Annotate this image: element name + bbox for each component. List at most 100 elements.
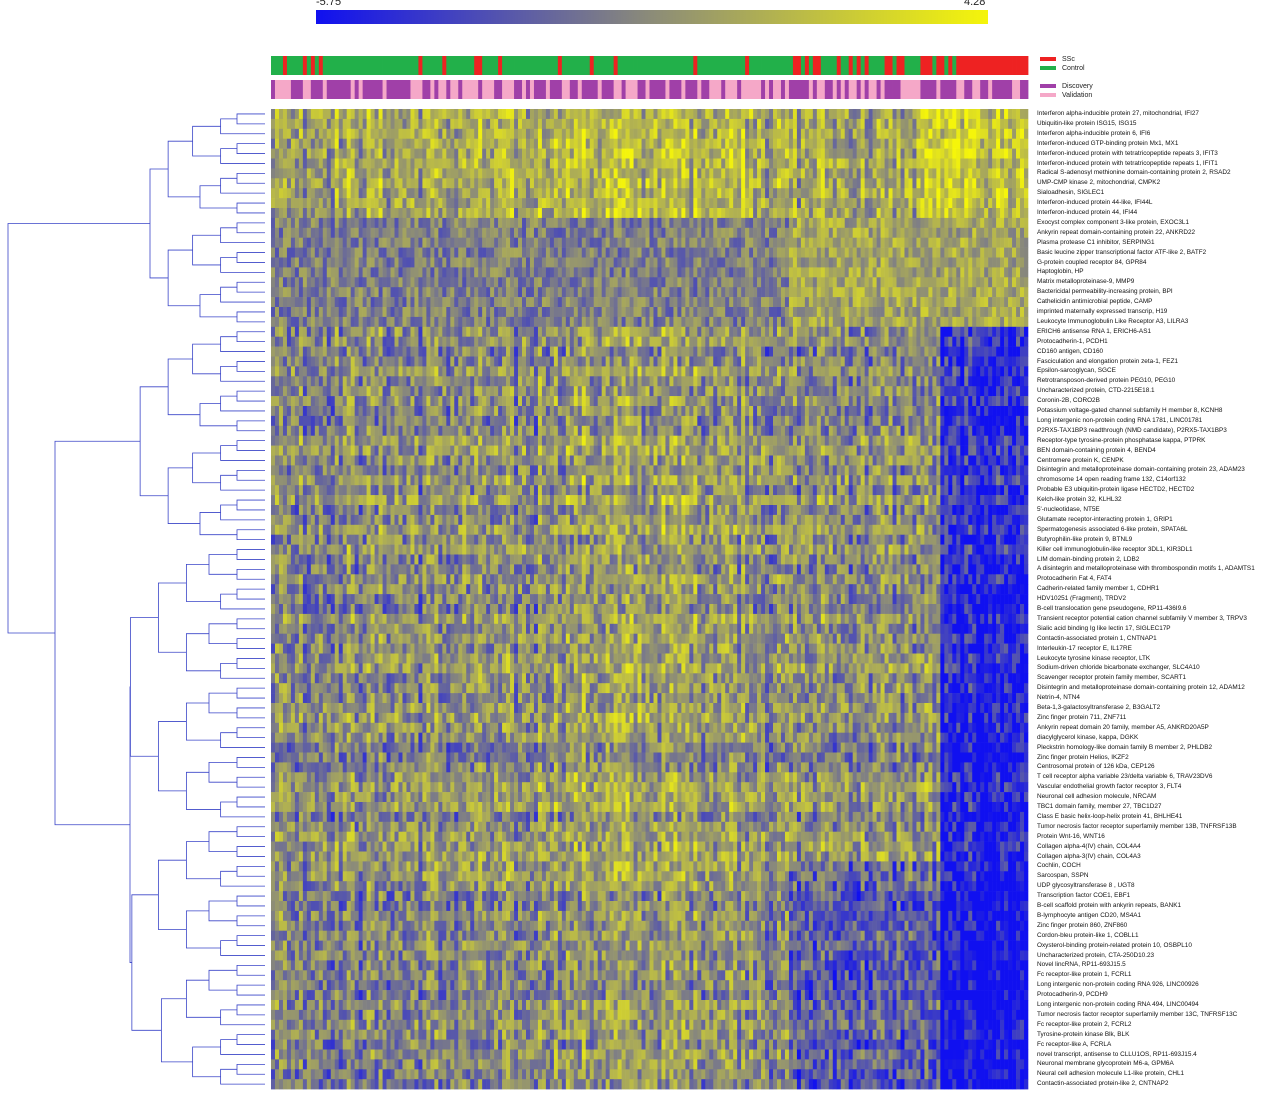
heatmap-cell — [578, 119, 582, 129]
heatmap-cell — [940, 208, 944, 218]
heatmap-cell — [522, 129, 526, 139]
heatmap-cell — [721, 287, 725, 297]
track-group-cell — [375, 56, 379, 75]
heatmap-cell — [466, 287, 470, 297]
heatmap-cell — [602, 238, 606, 248]
heatmap-cell — [948, 267, 952, 277]
heatmap-cell — [960, 139, 964, 149]
track-group-cell — [669, 56, 673, 75]
heatmap-cell — [1000, 287, 1004, 297]
heatmap-cell — [964, 287, 968, 297]
track-group-cell — [869, 56, 873, 75]
heatmap-cell — [745, 307, 749, 317]
heatmap-cell — [582, 119, 586, 129]
heatmap-cell — [406, 258, 410, 268]
heatmap-cell — [956, 267, 960, 277]
heatmap-cell — [685, 238, 689, 248]
track-cohort-cell — [1020, 80, 1024, 99]
heatmap-cell — [594, 218, 598, 228]
heatmap-cell — [410, 317, 414, 327]
heatmap-cell — [673, 109, 677, 119]
heatmap-cell — [777, 109, 781, 119]
heatmap-cell — [829, 238, 833, 248]
heatmap-cell — [614, 119, 618, 129]
heatmap-cell — [498, 327, 502, 337]
heatmap-cell — [574, 159, 578, 169]
heatmap-cell — [777, 297, 781, 307]
heatmap-cell — [869, 297, 873, 307]
heatmap-cell — [414, 149, 418, 159]
heatmap-cell — [936, 317, 940, 327]
heatmap-cell — [502, 218, 506, 228]
heatmap-cell — [383, 208, 387, 218]
heatmap-cell — [371, 159, 375, 169]
heatmap-cell — [916, 277, 920, 287]
heatmap-cell — [857, 248, 861, 258]
heatmap-cell — [889, 178, 893, 188]
heatmap-cell — [315, 287, 319, 297]
track-cohort-cell — [789, 80, 793, 99]
heatmap-cell — [769, 327, 773, 337]
heatmap-cell — [538, 258, 542, 268]
heatmap-cell — [825, 198, 829, 208]
heatmap-cell — [351, 347, 355, 357]
heatmap-cell — [777, 337, 781, 347]
heatmap-cell — [482, 119, 486, 129]
heatmap-cell — [881, 228, 885, 238]
heatmap-cell — [602, 317, 606, 327]
heatmap-cell — [805, 198, 809, 208]
heatmap-cell — [482, 297, 486, 307]
heatmap-cell — [478, 287, 482, 297]
heatmap-cell — [689, 258, 693, 268]
heatmap-cell — [287, 238, 291, 248]
heatmap-cell — [454, 168, 458, 178]
heatmap-cell — [773, 159, 777, 169]
heatmap-cell — [530, 198, 534, 208]
heatmap-cell — [359, 327, 363, 337]
heatmap-cell — [956, 109, 960, 119]
track-group-cell — [960, 56, 964, 75]
heatmap-cell — [391, 238, 395, 248]
heatmap-cell — [821, 119, 825, 129]
heatmap-cell — [972, 337, 976, 347]
heatmap-cell — [626, 327, 630, 337]
heatmap-cell — [598, 139, 602, 149]
heatmap-cell — [618, 149, 622, 159]
heatmap-cell — [355, 188, 359, 198]
heatmap-cell — [379, 188, 383, 198]
heatmap-cell — [968, 317, 972, 327]
heatmap-cell — [749, 168, 753, 178]
heatmap-cell — [956, 149, 960, 159]
heatmap-cell — [693, 159, 697, 169]
heatmap-cell — [438, 297, 442, 307]
heatmap-cell — [761, 297, 765, 307]
heatmap-cell — [502, 159, 506, 169]
heatmap-cell — [984, 109, 988, 119]
track-group-cell — [904, 56, 908, 75]
heatmap-cell — [725, 109, 729, 119]
heatmap-cell — [665, 277, 669, 287]
heatmap-cell — [817, 287, 821, 297]
track-cohort-cell — [558, 80, 562, 99]
heatmap-cell — [402, 149, 406, 159]
heatmap-cell — [598, 297, 602, 307]
track-group-cell — [574, 56, 578, 75]
heatmap-cell — [383, 277, 387, 287]
heatmap-cell — [530, 277, 534, 287]
heatmap-cell — [781, 208, 785, 218]
heatmap-cell — [395, 307, 399, 317]
heatmap-cell — [809, 198, 813, 208]
track-group-cell — [367, 56, 371, 75]
heatmap-cell — [498, 297, 502, 307]
heatmap-cell — [287, 159, 291, 169]
heatmap-cell — [526, 149, 530, 159]
heatmap-cell — [410, 297, 414, 307]
heatmap-cell — [757, 119, 761, 129]
heatmap-cell — [932, 198, 936, 208]
heatmap-cell — [367, 248, 371, 258]
heatmap-cell — [665, 327, 669, 337]
track-group-cell — [737, 56, 741, 75]
heatmap-cell — [534, 168, 538, 178]
track-cohort-cell — [821, 80, 825, 99]
heatmap-cell — [311, 228, 315, 238]
